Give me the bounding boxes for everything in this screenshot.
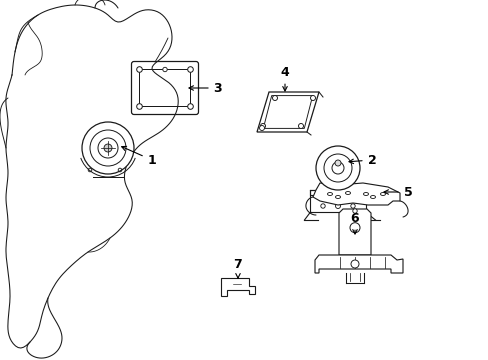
Circle shape xyxy=(315,146,359,190)
Circle shape xyxy=(349,223,359,233)
FancyBboxPatch shape xyxy=(310,190,365,195)
Circle shape xyxy=(137,104,142,109)
Circle shape xyxy=(187,104,193,109)
Circle shape xyxy=(104,144,112,152)
Circle shape xyxy=(272,95,277,100)
Text: 5: 5 xyxy=(383,185,411,198)
Text: 1: 1 xyxy=(122,147,156,166)
Text: 2: 2 xyxy=(348,153,376,166)
Circle shape xyxy=(163,67,167,72)
Circle shape xyxy=(260,123,265,129)
Circle shape xyxy=(82,122,134,174)
Circle shape xyxy=(334,160,340,166)
Polygon shape xyxy=(338,209,370,255)
Text: 4: 4 xyxy=(280,66,289,91)
Polygon shape xyxy=(257,92,318,132)
Circle shape xyxy=(331,162,343,174)
Circle shape xyxy=(298,123,303,129)
Text: 7: 7 xyxy=(233,258,242,278)
Circle shape xyxy=(350,260,358,268)
Circle shape xyxy=(98,138,118,158)
Circle shape xyxy=(187,67,193,72)
Polygon shape xyxy=(312,183,399,205)
Circle shape xyxy=(137,67,142,72)
Text: 3: 3 xyxy=(189,81,222,94)
Text: 6: 6 xyxy=(350,211,359,234)
Circle shape xyxy=(352,209,356,213)
Circle shape xyxy=(259,126,264,131)
Polygon shape xyxy=(314,255,402,273)
Polygon shape xyxy=(221,278,254,296)
Circle shape xyxy=(310,95,315,100)
